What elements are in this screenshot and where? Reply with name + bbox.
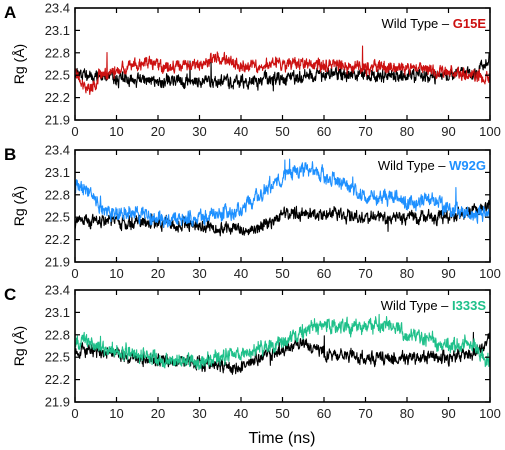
x-tick-label: 90 [441,124,455,139]
y-tick-label: 22.2 [45,372,70,387]
legend: Wild Type – I333S [381,298,487,313]
legend-mutant: G15E [453,16,487,31]
legend: Wild Type – G15E [381,16,486,31]
x-tick-label: 10 [109,406,123,421]
x-tick-label: 70 [358,266,372,281]
y-tick-label: 22.5 [45,350,70,365]
legend-mutant: I333S [452,298,486,313]
y-tick-label: 23.4 [45,283,70,298]
x-tick-label: 50 [275,266,289,281]
x-tick-label: 90 [441,406,455,421]
x-tick-label: 80 [400,406,414,421]
x-tick-label: 60 [317,266,331,281]
x-tick-label: 100 [479,406,501,421]
x-tick-label: 70 [358,124,372,139]
x-tick-label: 10 [109,124,123,139]
x-tick-label: 80 [400,124,414,139]
y-tick-label: 22.8 [45,45,70,60]
panel-letter: A [4,3,16,22]
y-tick-label: 21.9 [45,395,70,410]
panel-b: 0 10 20 30 40 50 60 70 80 90 100 21.9 22.2 22.5 22.8 23… [4,143,501,282]
legend-mutant: W92G [449,158,486,173]
y-tick-label: 23.4 [45,143,70,158]
legend-wild-type: Wild Type – [378,158,449,173]
x-tick-label: 100 [479,124,501,139]
legend: Wild Type – W92G [378,158,486,173]
x-tick-label: 60 [317,406,331,421]
y-tick-label: 22.2 [45,232,70,247]
y-tick-label: 21.9 [45,113,70,128]
x-tick-label: 20 [151,406,165,421]
x-axis-title: Time (ns) [249,430,316,447]
series-line-i333s [75,313,490,371]
x-tick-label: 20 [151,266,165,281]
y-axis-title: Rg (Å) [11,44,27,84]
x-tick-label: 80 [400,266,414,281]
x-tick-label: 0 [71,124,78,139]
panel-letter: B [4,145,16,164]
y-axis-title: Rg (Å) [11,326,27,366]
series-line-wild-type [75,52,490,92]
x-tick-label: 90 [441,266,455,281]
y-tick-label: 22.5 [45,68,70,83]
y-tick-label: 22.8 [45,187,70,202]
y-tick-label: 21.9 [45,255,70,270]
x-tick-label: 10 [109,266,123,281]
x-tick-label: 30 [192,406,206,421]
y-tick-label: 23.4 [45,1,70,16]
y-tick-label: 23.1 [45,305,70,320]
x-tick-label: 40 [234,406,248,421]
y-tick-label: 23.1 [45,165,70,180]
x-tick-label: 20 [151,124,165,139]
x-tick-label: 60 [317,124,331,139]
series-line-wild-type [75,199,490,237]
x-tick-label: 0 [71,406,78,421]
legend-wild-type: Wild Type – [381,298,452,313]
x-tick-label: 30 [192,266,206,281]
x-tick-label: 0 [71,266,78,281]
y-tick-label: 22.8 [45,327,70,342]
y-tick-label: 23.1 [45,23,70,38]
y-tick-label: 22.5 [45,210,70,225]
y-tick-label: 22.2 [45,90,70,105]
series-line-w92g [75,158,490,229]
x-tick-label: 40 [234,266,248,281]
x-tick-label: 50 [275,406,289,421]
y-axis-title: Rg (Å) [11,186,27,226]
panel-a: 0 10 20 30 40 50 60 70 80 90 100 21.9 22.2 22.5 22.8 23… [4,1,501,140]
x-tick-label: 100 [479,266,501,281]
panel-c: 0 10 20 30 40 50 60 70 80 90 100 21.9 22.2 22.5 22.8 23… [4,283,501,422]
legend-wild-type: Wild Type – [381,16,452,31]
x-tick-label: 50 [275,124,289,139]
series-line-g15e [75,45,490,96]
x-tick-label: 70 [358,406,372,421]
x-tick-label: 40 [234,124,248,139]
x-tick-label: 30 [192,124,206,139]
panel-letter: C [4,285,16,304]
